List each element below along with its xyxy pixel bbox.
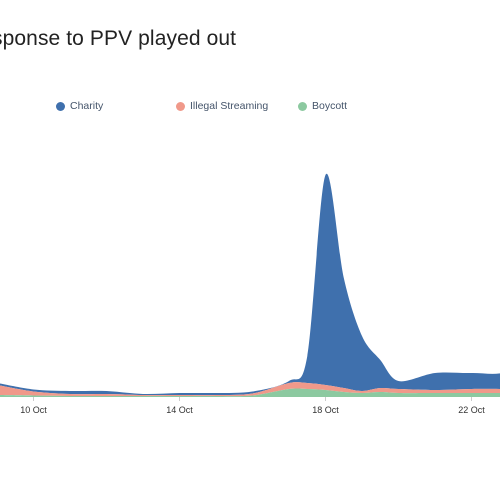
chart-legend: Charity Illegal Streaming Boycott <box>0 100 500 114</box>
chart-title: sponse to PPV played out <box>0 27 237 50</box>
legend-swatch-charity <box>56 101 65 111</box>
legend-label-illegal-streaming: Illegal Streaming <box>190 100 269 112</box>
area-illegal-streaming[interactable] <box>0 382 500 397</box>
x-tick-label: 14 Oct <box>166 405 193 415</box>
x-tick-label: 18 Oct <box>312 405 339 415</box>
chart-areas <box>0 173 500 397</box>
area-boycott[interactable] <box>0 388 500 397</box>
area-charity[interactable] <box>0 173 500 396</box>
legend-label-charity: Charity <box>70 100 104 112</box>
legend-swatch-illegal-streaming <box>176 101 185 111</box>
legend-item-charity[interactable]: Charity <box>56 100 103 112</box>
legend-item-illegal-streaming[interactable]: Illegal Streaming <box>176 100 268 112</box>
legend-item-boycott[interactable]: Boycott <box>298 100 347 112</box>
legend-swatch-boycott <box>298 101 307 111</box>
x-tick-label: 22 Oct <box>458 405 485 415</box>
legend-label-boycott: Boycott <box>312 100 348 112</box>
x-tick-label: 10 Oct <box>20 405 47 415</box>
x-axis-ticks: 10 Oct 14 Oct 18 Oct 22 Oct <box>20 397 485 415</box>
